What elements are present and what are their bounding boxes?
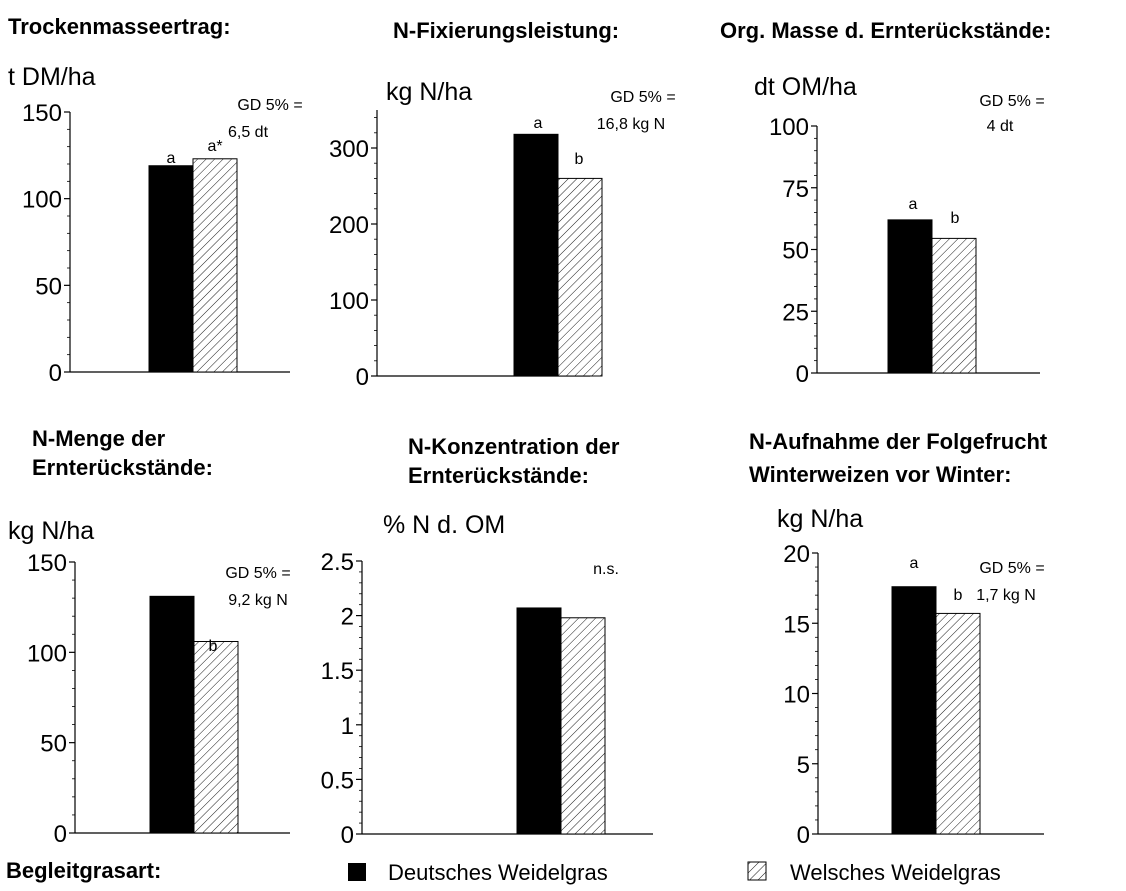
significance-letter: b — [575, 151, 584, 168]
bar-deutsches-weidelgras — [887, 219, 933, 374]
y-tick-label: 50 — [782, 238, 809, 265]
y-axis-label: kg N/ha — [8, 517, 94, 545]
significance-letter: a — [167, 150, 176, 167]
panel-title: Winterweizen vor Winter: — [749, 462, 1011, 487]
bar-welsches-weidelgras — [935, 612, 981, 835]
y-tick-label: 1 — [341, 713, 354, 740]
panel-title: N-Fixierungsleistung: — [393, 18, 619, 43]
y-tick-label: 150 — [27, 550, 67, 577]
significance-letter: a — [909, 196, 918, 213]
bar-welsches-weidelgras — [560, 617, 606, 835]
y-tick-label: 100 — [27, 640, 67, 667]
significance-letter: a — [910, 555, 919, 572]
bar-welsches-weidelgras — [192, 158, 238, 373]
panel-title: N-Aufnahme der Folgefrucht — [749, 429, 1048, 454]
y-axis-label: t DM/ha — [8, 63, 96, 91]
bar-deutsches-weidelgras — [149, 595, 195, 834]
y-tick-label: 300 — [329, 136, 369, 163]
y-tick-label: 100 — [769, 114, 809, 141]
chart-panel: Trockenmasseertrag: t DM/ha 0 50 100 150 a a* GD… — [8, 14, 303, 387]
lsd-note: GD 5% = — [979, 560, 1044, 577]
y-tick-label: 5 — [797, 752, 810, 779]
bar-welsches-weidelgras — [931, 237, 977, 374]
lsd-note: GD 5% = — [610, 89, 675, 106]
legend-swatch-welsches — [747, 861, 767, 881]
y-tick-label: 15 — [783, 611, 810, 638]
y-tick-label: 75 — [782, 176, 809, 203]
y-tick-label: 1.5 — [321, 658, 354, 685]
y-tick-label: 2.5 — [321, 549, 354, 576]
lsd-note: 6,5 dt — [228, 124, 269, 141]
lsd-note: 4 dt — [987, 118, 1014, 135]
bar-deutsches-weidelgras — [891, 586, 937, 835]
panel-title: Trockenmasseertrag: — [8, 14, 231, 39]
lsd-note: GD 5% = — [979, 93, 1044, 110]
y-tick-label: 0 — [356, 364, 369, 391]
chart-panel: N-Menge der Ernterückstände: kg N/ha 0 50 100… — [8, 426, 291, 848]
panel-title: N-Konzentration der — [408, 434, 620, 459]
legend-swatch-deutsches — [348, 863, 366, 881]
y-tick-label: 150 — [22, 100, 62, 127]
chart-panel: Org. Masse d. Ernterückstände: dt OM/ha 0 2… — [720, 18, 1051, 388]
y-tick-label: 2 — [341, 604, 354, 631]
y-tick-label: 20 — [783, 541, 810, 568]
lsd-note: 1,7 kg N — [976, 587, 1036, 604]
legend-label-deutsches: Deutsches Weidelgras — [388, 860, 608, 885]
y-tick-label: 10 — [783, 682, 810, 709]
chart-panel: N-Fixierungsleistung: kg N/ha 0 100 200 300 a b… — [329, 18, 676, 391]
bar-welsches-weidelgras — [193, 640, 239, 834]
panel-title: Ernterückstände: — [408, 463, 589, 488]
y-axis-label: kg N/ha — [386, 78, 472, 106]
y-tick-label: 100 — [329, 288, 369, 315]
y-tick-label: 0 — [54, 821, 67, 848]
y-tick-label: 0 — [341, 822, 354, 849]
bar-deutsches-weidelgras — [513, 133, 559, 377]
significance-letter: a — [534, 115, 543, 132]
significance-letter: b — [209, 638, 218, 655]
significance-letter: b — [954, 587, 963, 604]
chart-panel: N-Konzentration der Ernterückstände: % N d… — [321, 434, 653, 849]
bar-welsches-weidelgras — [557, 177, 603, 377]
y-axis-label: dt OM/ha — [754, 73, 857, 101]
y-tick-label: 0 — [49, 360, 62, 387]
chart-panels: Trockenmasseertrag:t DM/ha050100150aa*GD… — [8, 14, 1051, 849]
significance-letter: a — [169, 600, 178, 617]
y-tick-label: 50 — [35, 273, 62, 300]
panel-title: Ernterückstände: — [32, 455, 213, 480]
bar-deutsches-weidelgras — [516, 607, 562, 835]
lsd-note: GD 5% = — [225, 565, 290, 582]
y-tick-label: 0 — [796, 361, 809, 388]
lsd-note: n.s. — [593, 561, 619, 578]
y-tick-label: 25 — [782, 299, 809, 326]
lsd-note: 16,8 kg N — [597, 116, 665, 133]
panel-title: N-Menge der — [32, 426, 166, 451]
y-tick-label: 0.5 — [321, 767, 354, 794]
y-tick-label: 100 — [22, 187, 62, 214]
y-tick-label: 0 — [797, 822, 810, 849]
legend-label-welsches: Welsches Weidelgras — [790, 860, 1001, 885]
y-axis-label: % N d. OM — [383, 511, 505, 539]
panel-title: Org. Masse d. Ernterückstände: — [720, 18, 1051, 43]
lsd-note: 9,2 kg N — [228, 592, 288, 609]
y-axis-label: kg N/ha — [777, 505, 863, 533]
lsd-note: GD 5% = — [237, 97, 302, 114]
significance-letter: b — [951, 210, 960, 227]
legend: Begleitgrasart: Deutsches Weidelgras Wel… — [6, 858, 1001, 885]
legend-title: Begleitgrasart: — [6, 858, 161, 883]
bar-deutsches-weidelgras — [148, 165, 194, 373]
chart-panel: N-Aufnahme der Folgefrucht Winterweizen v… — [749, 429, 1048, 849]
y-tick-label: 50 — [40, 731, 67, 758]
significance-letter: a* — [207, 138, 222, 155]
y-tick-label: 200 — [329, 212, 369, 239]
